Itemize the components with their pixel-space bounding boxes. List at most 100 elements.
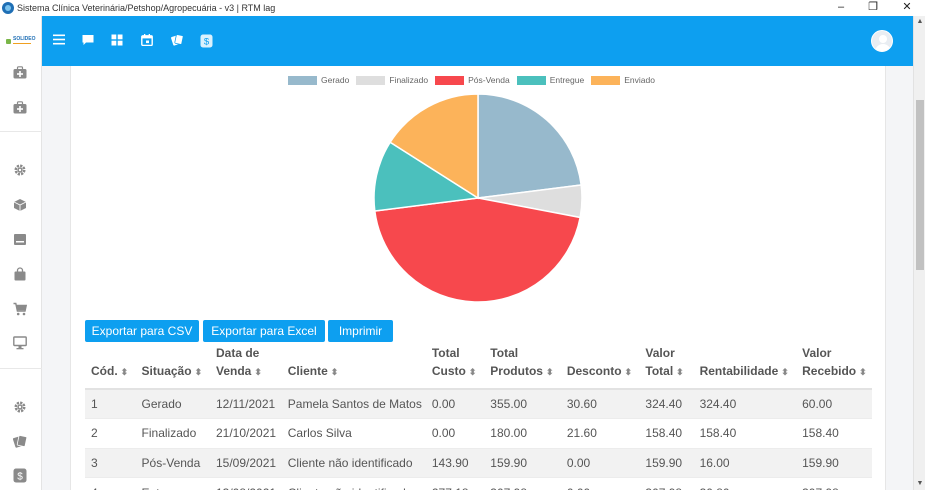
user-avatar[interactable] xyxy=(871,30,893,52)
legend-swatch xyxy=(516,75,546,85)
dollar-icon[interactable]: $ xyxy=(199,34,213,48)
sort-icon: ⬍ xyxy=(194,367,203,377)
scroll-up-arrow-icon[interactable]: ▲ xyxy=(916,18,924,25)
calendar-icon[interactable] xyxy=(140,34,154,48)
logo-text: SOLIDEO xyxy=(13,36,36,42)
status-pie-chart xyxy=(373,93,583,303)
legend-swatch xyxy=(288,75,317,85)
scroll-down-arrow-icon[interactable]: ▼ xyxy=(916,480,924,487)
legend-item-gerado[interactable]: Gerado xyxy=(288,75,349,85)
table-row[interactable]: 3 Pós-Venda 15/09/2021 Cliente não identifi… xyxy=(85,447,872,478)
gear-icon[interactable] xyxy=(12,400,28,414)
cell-valor-total: 324.40 xyxy=(639,388,694,419)
col-header-rentabilidade[interactable]: Rentabilidade ⬍ xyxy=(693,344,797,390)
legend-label: Finalizado xyxy=(389,75,429,85)
gear-icon[interactable] xyxy=(12,163,28,177)
cell-rentabilidade: 16.00 xyxy=(693,447,797,478)
cell-total-produtos: 355.00 xyxy=(484,388,561,419)
archive-icon[interactable] xyxy=(12,233,28,247)
cell-data-venda: 21/10/2021 xyxy=(210,418,282,448)
pie-slice-gerado[interactable] xyxy=(477,93,583,199)
logo-underline xyxy=(13,43,31,44)
cube-icon[interactable] xyxy=(12,198,28,212)
sort-icon: ⬍ xyxy=(781,367,789,377)
logo-mark xyxy=(6,39,11,44)
sort-icon: ⬍ xyxy=(330,367,339,377)
app-logo-icon xyxy=(2,2,14,14)
col-header-data-venda[interactable]: Data de Venda ⬍ xyxy=(210,344,282,390)
grid-icon[interactable] xyxy=(110,34,124,48)
minimize-button[interactable]: – xyxy=(837,1,845,13)
col-header-codigo[interactable]: Cód. ⬍ xyxy=(85,344,136,390)
cell-codigo: 4 xyxy=(85,477,136,490)
col-header-total-produtos[interactable]: Total Produtos ⬍ xyxy=(484,344,561,390)
window-titlebar: Sistema Clínica Veterinária/Petshop/Agro… xyxy=(0,0,925,16)
sort-icon: ⬍ xyxy=(859,367,867,377)
col-header-situacao[interactable]: Situação ⬍ xyxy=(135,344,210,390)
legend-item-pos-venda[interactable]: Pós-Venda xyxy=(435,75,510,85)
sort-icon: ⬍ xyxy=(254,367,262,377)
pie-slice-p-s-venda[interactable] xyxy=(373,197,582,303)
table-body: 1 Gerado 12/11/2021 Pamela Santos de Matos 0… xyxy=(85,388,872,490)
legend-label: Gerado xyxy=(321,75,350,85)
col-header-desconto[interactable]: Desconto ⬍ xyxy=(560,344,640,390)
sort-icon: ⬍ xyxy=(120,367,129,377)
cell-valor-total: 159.90 xyxy=(639,447,694,478)
legend-item-entregue[interactable]: Entregue xyxy=(516,75,584,85)
cell-total-produtos: 307.98 xyxy=(484,477,561,490)
bag-icon[interactable] xyxy=(12,267,28,281)
col-header-valor-total[interactable]: Valor Total ⬍ xyxy=(639,344,694,390)
col-header-total-custo[interactable]: Total Custo ⬍ xyxy=(425,344,485,390)
pie-slice-entregue[interactable] xyxy=(373,141,481,212)
menu-icon[interactable] xyxy=(52,34,66,48)
medkit-plus-icon[interactable] xyxy=(12,101,28,115)
legend-label: Pós-Venda xyxy=(468,75,510,85)
legend-swatch xyxy=(435,75,465,85)
sales-table: Cód. ⬍ Situação ⬍ Data de Venda ⬍ Cliente ⬍ T… xyxy=(85,344,872,490)
medkit-icon[interactable] xyxy=(12,66,28,80)
cell-situacao: Entregue xyxy=(135,477,210,490)
cell-cliente: Cliente não identificado xyxy=(281,447,426,478)
cell-data-venda: 15/09/2021 xyxy=(210,447,282,478)
cell-data-venda: 13/08/2021 xyxy=(210,477,282,490)
tickets-icon[interactable] xyxy=(170,34,184,48)
legend-item-finalizado[interactable]: Finalizado xyxy=(356,75,428,85)
print-button[interactable]: Imprimir xyxy=(328,320,393,342)
cell-cliente: Cliente não identificado xyxy=(281,477,426,490)
sidebar-divider xyxy=(0,131,42,132)
cell-desconto: 0.00 xyxy=(560,477,640,490)
tickets-icon[interactable] xyxy=(12,434,28,448)
chat-icon[interactable] xyxy=(81,34,95,48)
cell-situacao: Pós-Venda xyxy=(135,447,210,478)
export-csv-button[interactable]: Exportar para CSV xyxy=(85,320,199,342)
table-header-row: Cód. ⬍ Situação ⬍ Data de Venda ⬍ Cliente ⬍ T… xyxy=(85,344,872,390)
scrollbar-thumb[interactable] xyxy=(916,100,924,270)
close-button[interactable]: ✕ xyxy=(902,1,912,13)
cell-cliente: Carlos Silva xyxy=(281,418,426,448)
cell-valor-recebido: 158.40 xyxy=(796,418,872,448)
cell-rentabilidade: 324.40 xyxy=(693,388,797,419)
cell-rentabilidade: 30.80 xyxy=(693,477,797,490)
table-row[interactable]: 2 Finalizado 21/10/2021 Carlos Silva 0.00 180… xyxy=(85,418,872,448)
chart-legend: Gerado Finalizado Pós-Venda Entregue Env… xyxy=(288,74,662,86)
col-header-valor-recebido[interactable]: Valor Recebido ⬍ xyxy=(796,344,872,390)
legend-swatch xyxy=(591,75,621,85)
cell-rentabilidade: 158.40 xyxy=(693,418,797,448)
export-excel-button[interactable]: Exportar para Excel xyxy=(203,320,325,342)
sidebar: SOLIDEO xyxy=(0,16,42,490)
cell-situacao: Finalizado xyxy=(135,418,210,448)
cell-total-produtos: 159.90 xyxy=(484,447,561,478)
table-row[interactable]: 1 Gerado 12/11/2021 Pamela Santos de Matos 0… xyxy=(85,388,872,419)
cart-icon[interactable] xyxy=(12,302,28,316)
col-header-cliente[interactable]: Cliente ⬍ xyxy=(281,344,426,390)
svg-text:$: $ xyxy=(17,472,23,483)
legend-item-enviado[interactable]: Enviado xyxy=(591,75,655,85)
brand-logo[interactable]: SOLIDEO xyxy=(6,34,36,48)
vertical-scrollbar[interactable]: ▲ ▼ xyxy=(913,16,925,490)
dollar-icon[interactable]: $ xyxy=(12,468,28,483)
maximize-button[interactable]: ❐ xyxy=(868,1,878,13)
monitor-icon[interactable] xyxy=(12,336,28,350)
pie-slice-enviado[interactable] xyxy=(389,93,479,200)
window-title: Sistema Clínica Veterinária/Petshop/Agro… xyxy=(17,3,276,13)
